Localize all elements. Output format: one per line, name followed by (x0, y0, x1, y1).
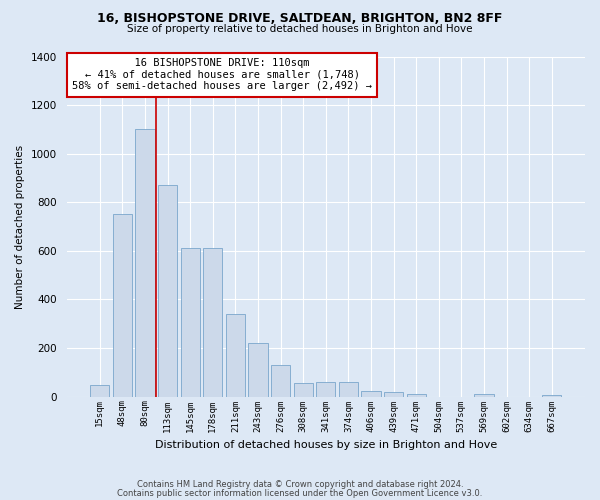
Bar (271, 365, 290, 396)
Bar (136, 130, 155, 396)
Bar (407, 394, 426, 396)
Text: Size of property relative to detached houses in Brighton and Hove: Size of property relative to detached ho… (127, 24, 473, 34)
Bar (158, 186, 177, 396)
Text: 16, BISHOPSTONE DRIVE, SALTDEAN, BRIGHTON, BN2 8FF: 16, BISHOPSTONE DRIVE, SALTDEAN, BRIGHTO… (97, 12, 503, 26)
Bar (90, 385, 109, 396)
Bar (203, 248, 223, 396)
Bar (316, 382, 335, 396)
Y-axis label: Number of detached properties: Number of detached properties (15, 144, 25, 308)
Text: Contains HM Land Registry data © Crown copyright and database right 2024.: Contains HM Land Registry data © Crown c… (137, 480, 463, 489)
Bar (361, 390, 380, 396)
Bar (384, 392, 403, 396)
Bar (475, 394, 494, 396)
Bar (113, 214, 132, 396)
Bar (226, 314, 245, 396)
Bar (293, 384, 313, 396)
Bar (181, 248, 200, 396)
Text: 16 BISHOPSTONE DRIVE: 110sqm  
← 41% of detached houses are smaller (1,748)
58% : 16 BISHOPSTONE DRIVE: 110sqm ← 41% of de… (72, 58, 372, 92)
Bar (248, 343, 268, 396)
Text: Contains public sector information licensed under the Open Government Licence v3: Contains public sector information licen… (118, 488, 482, 498)
Bar (339, 382, 358, 396)
X-axis label: Distribution of detached houses by size in Brighton and Hove: Distribution of detached houses by size … (155, 440, 497, 450)
